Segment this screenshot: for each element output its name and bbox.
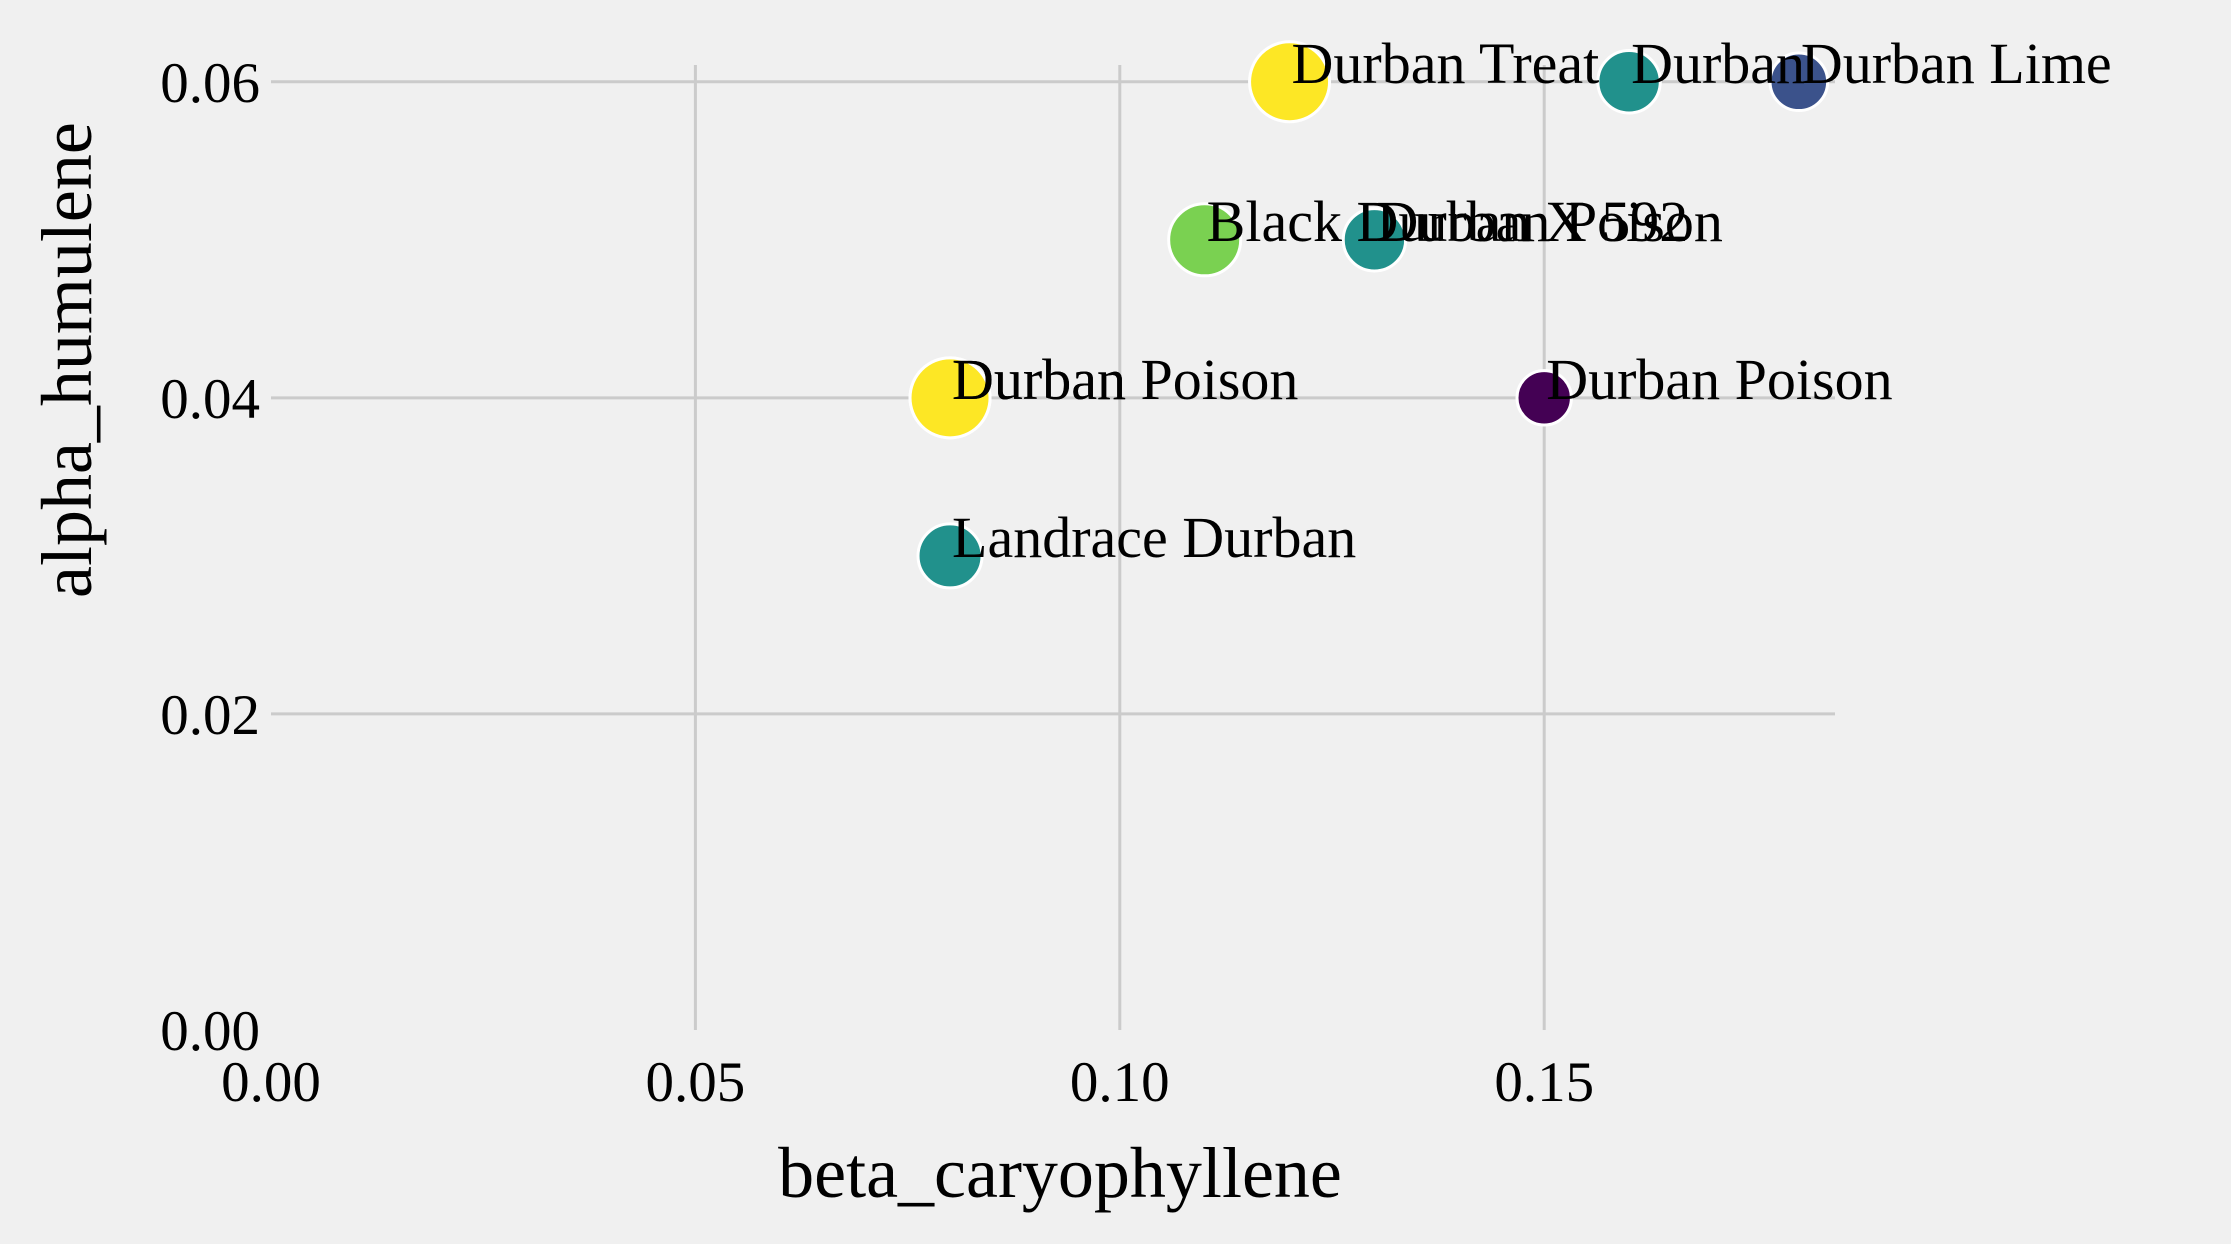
point-label: Durban Poison (1546, 347, 1892, 412)
point-label: Durban Treat (1292, 31, 1600, 96)
point-label: Durban Poison (1376, 189, 1722, 254)
scatter-point (908, 356, 992, 440)
y-tick-labels: 0.00 0.02 0.04 0.06 (160, 52, 260, 1063)
x-tick-label: 0.05 (646, 1051, 746, 1114)
x-tick-label: 0.00 (221, 1051, 321, 1114)
point-label: Black Durban X 592 (1207, 189, 1689, 254)
x-tick-label: 0.10 (1070, 1051, 1170, 1114)
scatter-point (1341, 207, 1408, 273)
x-gridlines (693, 65, 1546, 1030)
data-points (908, 40, 1830, 590)
point-label: Durban Lime (1801, 31, 2112, 96)
point-label: Durban (1631, 31, 1805, 96)
scatter-point (1768, 51, 1830, 113)
y-tick-label: 0.00 (160, 1000, 260, 1063)
scatter-point (916, 522, 984, 590)
scatter-point (1167, 202, 1243, 278)
y-gridlines (271, 80, 1835, 716)
scatter-point (1515, 369, 1573, 427)
y-tick-label: 0.06 (160, 52, 260, 115)
x-tick-labels: 0.00 0.05 0.10 0.15 (221, 1051, 1594, 1114)
x-tick-label: 0.15 (1494, 1051, 1594, 1114)
scatter-point (1248, 40, 1332, 124)
point-label: Durban Poison (952, 347, 1298, 412)
y-tick-label: 0.02 (160, 684, 260, 747)
scatter-point (1596, 49, 1662, 115)
y-axis-title: alpha_humulene (27, 122, 107, 598)
point-label: Landrace Durban (952, 505, 1356, 570)
y-tick-label: 0.04 (160, 368, 260, 431)
x-axis-title: beta_caryophyllene (778, 1133, 1342, 1213)
point-label: Durban (952, 347, 1126, 412)
